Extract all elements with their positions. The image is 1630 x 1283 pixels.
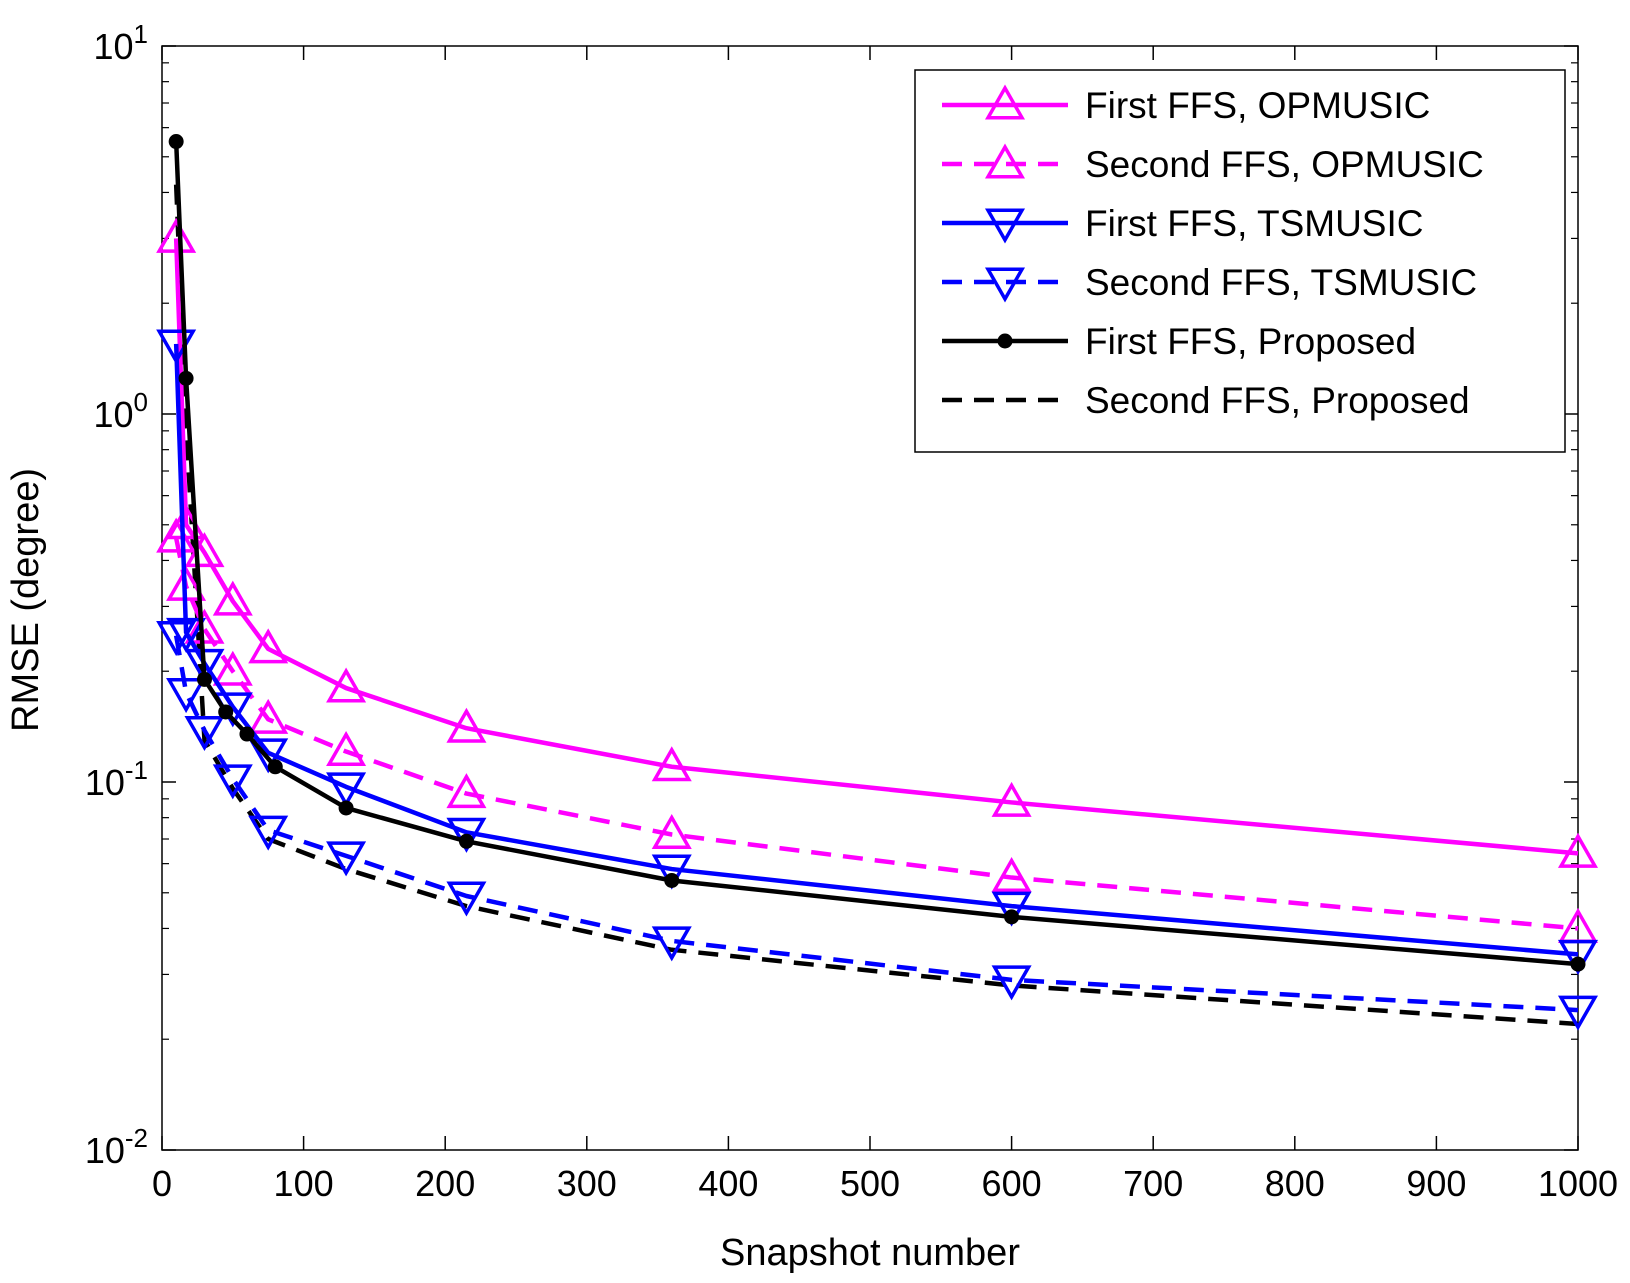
series-point [651, 746, 692, 782]
x-tick-label: 200 [415, 1163, 475, 1204]
series-point [248, 698, 289, 734]
series-point [1557, 939, 1599, 975]
series-point [212, 650, 253, 686]
legend-label: Second FFS, OPMUSIC [1085, 144, 1484, 185]
y-tick-label: 101 [93, 19, 148, 67]
x-tick-label: 500 [840, 1163, 900, 1204]
series-point [239, 726, 255, 742]
series-point [991, 857, 1032, 893]
series-point [248, 815, 289, 851]
legend-box [914, 69, 1566, 453]
x-tick-label: 600 [982, 1163, 1042, 1204]
series-point [651, 854, 692, 890]
legend-marker [997, 333, 1013, 349]
x-tick-label: 900 [1406, 1163, 1466, 1204]
x-tick-label: 400 [698, 1163, 758, 1204]
y-tick-label: 100 [93, 387, 148, 435]
series-3 [156, 329, 1599, 975]
axis-ticks: 0 100 200 300 400 500 600 700 800 900 1000 101 100 10… [85, 19, 1618, 1204]
x-tick-label: 1000 [1538, 1163, 1618, 1204]
x-tick-label: 300 [557, 1163, 617, 1204]
series-point [248, 738, 289, 774]
series-line [173, 537, 1579, 931]
series-line [173, 635, 1579, 1013]
legend-entry: Second FFS, TSMUSIC [942, 262, 1477, 303]
legend-label: First FFS, OPMUSIC [1085, 85, 1430, 126]
x-tick-label: 800 [1265, 1163, 1325, 1204]
series-point [1557, 832, 1599, 868]
series-point [446, 707, 487, 743]
series-point [184, 608, 225, 644]
legend-label: Second FFS, Proposed [1085, 380, 1470, 421]
series-point [326, 667, 367, 703]
series-point [446, 773, 487, 809]
series-point [651, 813, 692, 850]
legend-marker [984, 143, 1026, 179]
y-tick-label: 10-1 [85, 755, 148, 803]
legend-label: First FFS, Proposed [1085, 321, 1416, 362]
series-point [664, 872, 680, 888]
series-4 [156, 621, 1599, 1031]
legend-marker [984, 84, 1026, 120]
series-point [446, 881, 487, 917]
x-tick-label: 100 [274, 1163, 334, 1204]
series-point [166, 617, 207, 653]
series-line [173, 343, 1579, 957]
series-point [212, 764, 253, 800]
series-point [326, 772, 367, 808]
series-point [326, 841, 367, 877]
y-tick-label: 10-2 [85, 1123, 148, 1171]
x-axis-label: Snapshot number [720, 1232, 1020, 1274]
legend-marker [984, 267, 1026, 303]
series-point [196, 671, 212, 687]
legend-label: First FFS, TSMUSIC [1085, 203, 1423, 244]
series-point [651, 926, 692, 962]
series-point [326, 731, 367, 767]
series-5 [168, 134, 1586, 972]
legend-entry: Second FFS, OPMUSIC [942, 143, 1484, 185]
series-point [1557, 995, 1599, 1031]
series-point [338, 800, 354, 816]
legend-entry: First FFS, Proposed [942, 321, 1416, 362]
series-layer [156, 134, 1599, 1031]
series-point [267, 759, 283, 775]
legend: First FFS, OPMUSIC Second FFS, OPMUSIC Fir… [914, 69, 1566, 453]
series-point [991, 781, 1032, 817]
series-point [212, 580, 253, 616]
series-point [178, 370, 194, 386]
series-point [218, 704, 234, 720]
x-tick-label: 0 [152, 1163, 172, 1204]
axis-labels: Snapshot number RMSE (degree) [5, 468, 1020, 1274]
series-point [166, 678, 207, 714]
series-point [991, 891, 1032, 927]
series-point [248, 628, 289, 664]
x-tick-label: 700 [1123, 1163, 1183, 1204]
legend-marker [984, 208, 1026, 244]
legend-entry: Second FFS, Proposed [942, 380, 1470, 421]
series-point [168, 134, 184, 150]
series-point [156, 621, 197, 657]
legend-label: Second FFS, TSMUSIC [1085, 262, 1477, 303]
series-point [446, 817, 487, 853]
legend-entry: First FFS, TSMUSIC [942, 203, 1423, 244]
y-axis-label: RMSE (degree) [5, 468, 47, 732]
series-point [156, 217, 197, 253]
series-point [184, 716, 225, 752]
series-point [991, 965, 1032, 1001]
series-point [1570, 956, 1586, 972]
legend-entry: First FFS, OPMUSIC [942, 84, 1430, 126]
series-point [458, 833, 474, 849]
series-point [1004, 909, 1020, 925]
